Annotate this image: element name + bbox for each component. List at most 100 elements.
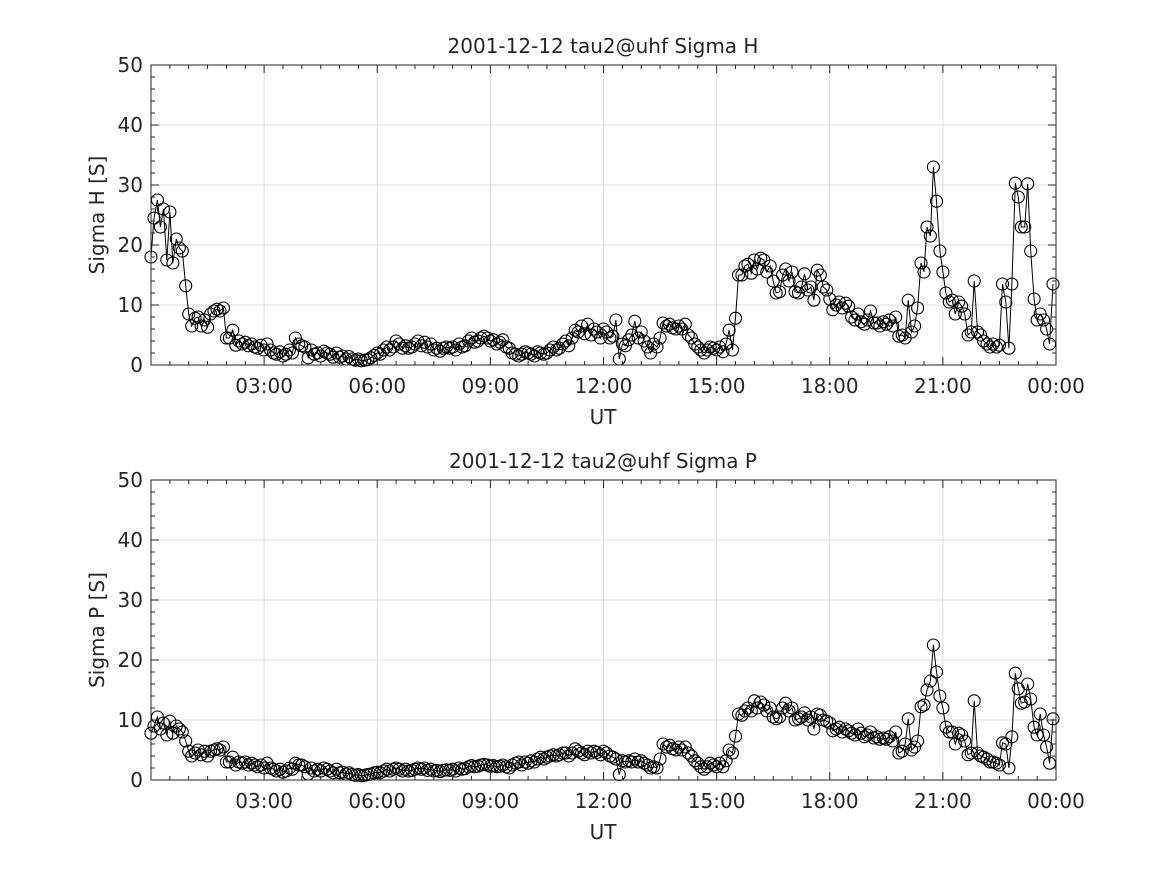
data-point-marker (609, 313, 623, 327)
x-tick-label: 21:00 (914, 374, 972, 398)
data-point-marker (1040, 740, 1054, 754)
data-point-marker (565, 746, 579, 760)
data-point-marker (829, 722, 843, 736)
data-point-marker (530, 752, 545, 766)
data-point-marker (238, 755, 252, 769)
data-point-marker (989, 340, 1003, 354)
data-point-marker (917, 265, 931, 279)
x-tick-label: 00:00 (1027, 374, 1085, 398)
data-point-marker (1027, 720, 1041, 734)
data-point-marker (926, 638, 940, 652)
data-point-marker (895, 328, 909, 342)
data-point-marker (1037, 728, 1051, 742)
y-axis-label: Sigma P [S] (85, 572, 109, 688)
data-point-marker (773, 710, 787, 724)
data-point-marker (851, 307, 865, 321)
data-point-marker (964, 325, 978, 339)
data-point-marker (801, 713, 815, 727)
data-point-marker (961, 748, 975, 762)
data-point-marker (166, 726, 180, 740)
data-point-marker (914, 700, 928, 714)
data-point-marker (216, 740, 230, 754)
data-point-marker (713, 340, 727, 354)
x-tick-label: 21:00 (914, 789, 972, 813)
data-point-marker (609, 752, 623, 766)
data-point-marker (201, 320, 215, 334)
data-point-marker (681, 328, 695, 342)
data-point-marker (860, 313, 875, 327)
data-point-marker (480, 331, 494, 345)
data-point-marker (458, 339, 472, 353)
x-tick-label: 00:00 (1027, 789, 1085, 813)
data-point-marker (782, 704, 796, 718)
data-point-marker (641, 340, 655, 354)
data-point-marker (615, 337, 629, 351)
data-point-marker (854, 315, 868, 329)
data-point-marker (801, 283, 815, 297)
data-point-marker (945, 293, 959, 307)
data-point-marker (395, 341, 410, 355)
data-point-marker (398, 762, 413, 776)
data-point-marker (496, 333, 510, 347)
data-point-marker (707, 341, 721, 355)
data-point-marker (992, 758, 1006, 772)
data-point-marker (757, 698, 771, 712)
x-tick-label: 18:00 (801, 374, 859, 398)
data-point-marker (923, 229, 937, 243)
data-point-marker (1046, 712, 1060, 726)
data-point-marker (826, 303, 840, 317)
data-point-marker (653, 752, 667, 766)
data-point-marker (813, 268, 827, 282)
data-point-marker (295, 758, 309, 772)
data-point-marker (785, 701, 799, 715)
data-point-marker (1005, 277, 1019, 291)
y-tick-label: 20 (118, 233, 143, 257)
data-point-marker (1018, 220, 1032, 234)
data-point-marker (380, 340, 394, 354)
data-point-marker (398, 339, 413, 353)
data-point-marker (179, 734, 193, 748)
data-point-marker (188, 746, 202, 760)
data-point-marker (430, 341, 444, 355)
axis-ticks: 0 10 20 30 40 50 03:00 06:00 09:00 12:00 15:00 18:0… (118, 53, 1085, 398)
data-point-marker (832, 295, 846, 309)
data-point-marker (936, 701, 950, 715)
data-point-marker (851, 722, 865, 736)
x-tick-label: 03:00 (235, 789, 293, 813)
x-tick-label: 09:00 (462, 374, 520, 398)
data-point-marker (175, 244, 189, 258)
data-point-marker (905, 743, 919, 757)
data-point-marker (543, 343, 557, 357)
data-point-marker (496, 758, 510, 772)
data-point-marker (1030, 728, 1044, 742)
data-point-marker (194, 748, 208, 762)
data-point-marker (1005, 730, 1019, 744)
data-point-marker (722, 743, 736, 757)
data-point-marker (839, 296, 853, 310)
y-tick-label: 0 (130, 768, 143, 792)
data-point-marker (870, 316, 884, 330)
data-point-marker (700, 760, 714, 774)
data-point-marker (725, 746, 740, 760)
data-point-marker (282, 343, 296, 357)
data-point-marker (521, 756, 535, 770)
data-point-marker (219, 331, 233, 345)
data-point-marker (929, 665, 944, 679)
data-point-marker (920, 220, 934, 234)
data-point-marker (725, 343, 740, 357)
data-point-marker (172, 722, 186, 736)
data-point-marker (986, 337, 1000, 351)
data-point-marker (886, 734, 900, 748)
y-tick-label: 20 (118, 648, 143, 672)
data-point-marker (537, 752, 551, 766)
data-point-marker (703, 756, 717, 770)
data-point-marker (427, 343, 441, 357)
data-point-marker (1011, 190, 1025, 204)
y-tick-label: 30 (118, 173, 143, 197)
data-point-marker (342, 766, 356, 780)
data-point-marker (452, 337, 466, 351)
data-point-marker (1018, 695, 1032, 709)
data-point-marker (936, 265, 950, 279)
data-point-marker (901, 712, 915, 726)
data-point-marker (854, 726, 868, 740)
